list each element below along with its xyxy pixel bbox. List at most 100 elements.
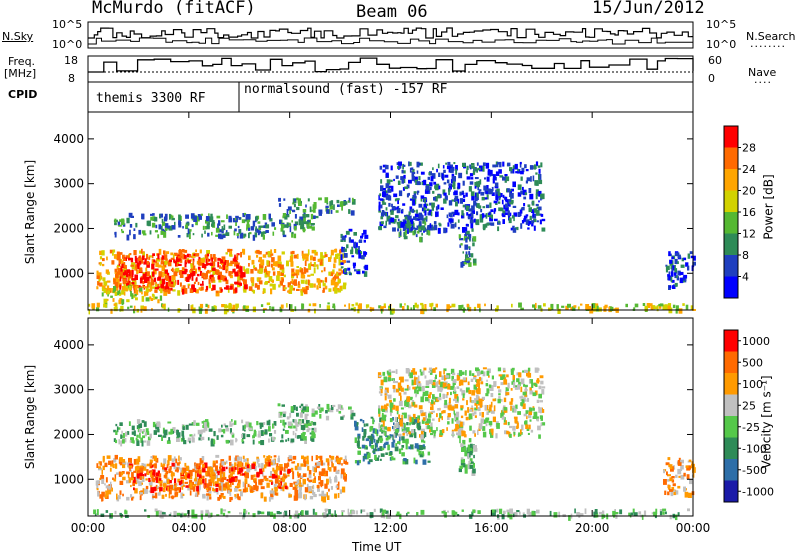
scatter-cell: [152, 216, 156, 220]
scatter-cell: [474, 407, 478, 411]
scatter-cell: [221, 466, 226, 472]
scatter-cell: [385, 172, 389, 178]
scatter-cell: [280, 477, 283, 481]
scatter-cell: [125, 288, 128, 292]
scatter-cell: [263, 225, 266, 229]
scatter-cell: [394, 423, 396, 429]
scatter-cell: [669, 514, 672, 520]
scatter-cell: [587, 306, 591, 311]
scatter-cell: [282, 428, 285, 431]
scatter-cell: [195, 253, 200, 257]
scatter-cell: [237, 479, 241, 485]
scatter-cell: [207, 253, 210, 257]
scatter-cell: [245, 214, 248, 220]
scatter-cell: [251, 289, 254, 293]
scatter-cell: [454, 428, 458, 432]
scatter-cell: [283, 224, 288, 228]
scatter-cell: [451, 418, 454, 424]
scatter-cell: [255, 481, 257, 487]
scatter-cell: [301, 223, 304, 228]
scatter-cell: [266, 270, 268, 275]
scatter-cell: [520, 395, 524, 399]
scatter-cell: [211, 280, 213, 283]
scatter-cell: [157, 283, 160, 289]
scatter-cell: [493, 210, 496, 214]
scatter-cell: [100, 513, 105, 517]
scatter-cell: [473, 375, 477, 378]
scatter-cell: [215, 465, 218, 472]
scatter-cell: [386, 403, 389, 407]
scatter-cell: [157, 470, 160, 474]
scatter-cell: [384, 510, 389, 514]
scatter-cell: [414, 176, 418, 183]
scatter-cell: [311, 209, 314, 212]
scatter-cell: [268, 276, 273, 282]
scatter-cell: [153, 294, 155, 300]
scatter-cell: [447, 415, 450, 420]
scatter-cell: [404, 423, 406, 428]
scatter-cell: [355, 302, 358, 306]
scatter-cell: [279, 511, 282, 515]
scatter-cell: [114, 292, 118, 296]
scatter-cell: [398, 414, 401, 419]
scatter-cell: [490, 410, 495, 414]
scatter-cell: [314, 465, 318, 468]
scatter-cell: [483, 419, 487, 424]
scatter-cell: [256, 277, 260, 281]
scatter-cell: [212, 271, 216, 275]
scatter-cell: [495, 189, 497, 195]
scatter-cell: [158, 287, 162, 292]
scatter-cell: [476, 192, 479, 199]
scatter-cell: [431, 399, 434, 404]
scatter-cell: [395, 215, 399, 219]
scatter-cell: [535, 203, 539, 207]
scatter-cell: [240, 456, 243, 463]
scatter-cell: [189, 254, 191, 258]
scatter-cell: [201, 263, 205, 268]
scatter-cell: [397, 205, 400, 210]
scatter-cell: [210, 469, 214, 473]
colorbar-segment: [724, 330, 738, 352]
scatter-cell: [530, 220, 535, 224]
scatter-cell: [482, 162, 486, 166]
scatter-cell: [454, 415, 456, 421]
scatter-cell: [534, 367, 539, 373]
scatter-cell: [462, 393, 465, 398]
scatter-cell: [195, 463, 199, 469]
scatter-cell: [215, 460, 218, 464]
scatter-cell: [391, 370, 396, 373]
scatter-cell: [268, 479, 273, 483]
freq-label-1: Freq.: [8, 55, 36, 68]
scatter-cell: [446, 304, 450, 310]
scatter-cell: [414, 388, 417, 394]
scatter-cell: [296, 485, 299, 488]
scatter-cell: [263, 432, 265, 435]
scatter-cell: [211, 306, 215, 312]
scatter-cell: [303, 460, 307, 467]
scatter-cell: [244, 481, 248, 484]
scatter-cell: [451, 199, 456, 202]
scatter-cell: [205, 219, 209, 224]
scatter-cell: [488, 420, 493, 426]
scatter-cell: [178, 214, 181, 221]
scatter-cell: [160, 213, 163, 218]
scatter-cell: [108, 489, 112, 495]
scatter-cell: [248, 422, 252, 427]
scatter-cell: [325, 205, 329, 209]
scatter-cell: [234, 462, 237, 467]
scatter-cell: [416, 512, 419, 516]
scatter-cell: [291, 274, 295, 277]
scatter-cell: [349, 514, 353, 517]
scatter-cell: [401, 178, 405, 184]
scatter-cell: [253, 480, 256, 483]
scatter-cell: [310, 283, 314, 288]
scatter-cell: [200, 270, 203, 276]
scatter-cell: [325, 277, 328, 283]
scatter-cell: [406, 401, 409, 407]
scatter-cell: [138, 423, 143, 428]
scatter-cell: [209, 478, 213, 484]
scatter-cell: [253, 485, 256, 490]
scatter-cell: [529, 215, 532, 221]
scatter-cell: [305, 285, 309, 290]
